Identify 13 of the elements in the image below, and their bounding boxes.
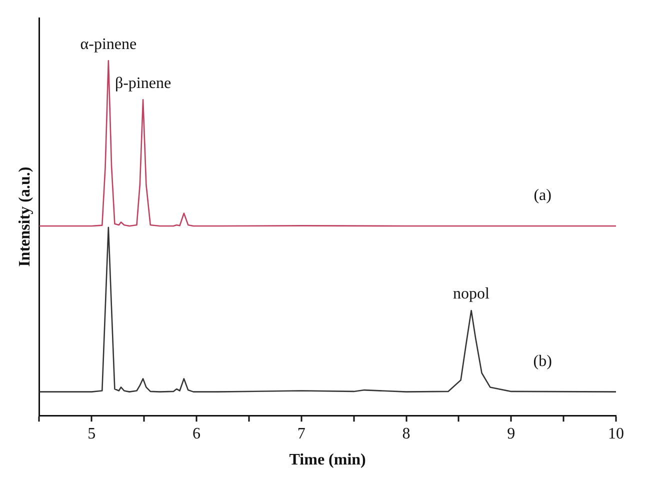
- x-tick-label: 6: [192, 425, 201, 442]
- y-axis-title: Intensity (a.u.): [16, 166, 34, 267]
- x-tick-label: 9: [507, 425, 516, 442]
- x-axis-title: Time (min): [289, 452, 366, 469]
- annotation: nopol: [453, 286, 490, 303]
- x-tick-label: 7: [297, 425, 306, 442]
- x-tick-label: 8: [402, 425, 410, 442]
- series-label: (b): [533, 353, 552, 370]
- series-label: (a): [534, 187, 552, 204]
- x-tick-label: 5: [88, 425, 96, 442]
- annotation: β-pinene: [114, 74, 172, 92]
- x-tick-label: 10: [608, 425, 624, 442]
- annotation: α-pinene: [80, 36, 137, 53]
